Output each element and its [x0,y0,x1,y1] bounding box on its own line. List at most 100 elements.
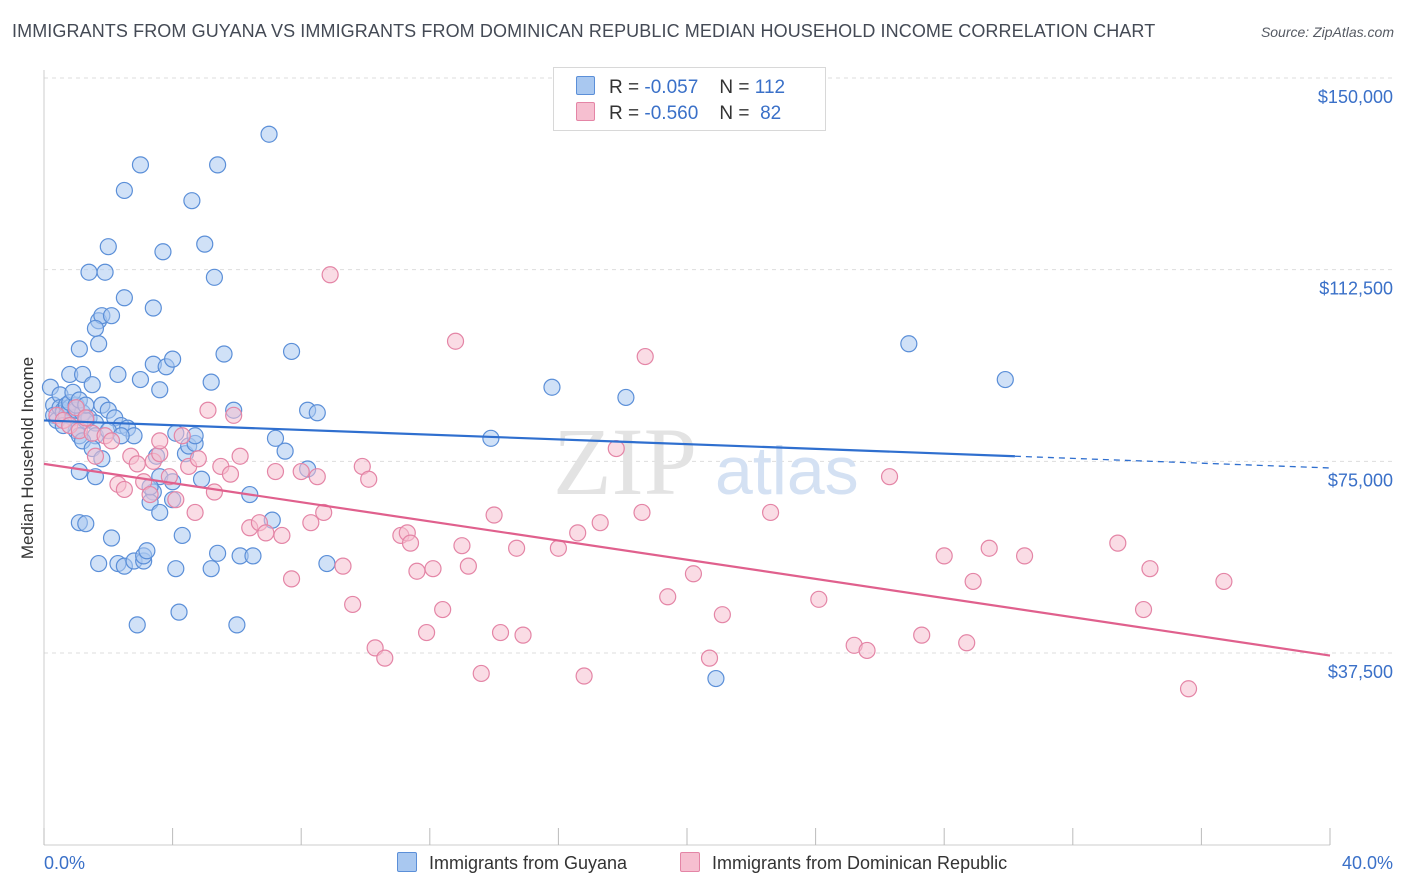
series-dominican-points [48,266,1233,698]
guyana-point [86,319,105,338]
legend-r-value: -0.560 [644,103,699,124]
guyana-point [276,442,294,460]
guyana-point [617,388,635,407]
guyana-point [131,156,150,174]
dominican-point [225,406,243,424]
dominican-point [636,347,654,366]
dominican-point [273,526,291,545]
guyana-point [99,238,117,256]
dominican-point [446,332,465,350]
dominican-point [102,432,121,450]
y-tick-label: $75,000 [1328,470,1393,490]
guyana-trend-extension [1014,455,1331,469]
dominican-point [633,503,651,522]
dominican-point [141,485,159,504]
guyana-point [151,503,169,522]
dominican-point [77,409,95,427]
dominican-point [408,562,426,580]
dominican-point [189,450,207,468]
legend-n-value: 82 [760,103,782,124]
guyana-point [154,243,172,261]
x-edge-label-right: 40.0% [1342,853,1393,873]
dominican-point [684,565,703,583]
guyana-point [308,404,326,422]
legend-n-label: N = [719,103,750,124]
dominican-point [151,432,169,450]
guyana-point [996,370,1014,389]
dominican-point [424,560,442,578]
dominican-point [186,503,204,522]
grid [44,77,1392,654]
dominican-point [491,623,510,642]
guyana-point [167,560,185,578]
dominican-point [713,606,731,624]
guyana-point [900,335,918,353]
dominican-point [1141,560,1159,578]
dominican-point [128,455,146,473]
guyana-point [90,335,108,353]
guyana-point [209,544,227,562]
dominican-point [160,468,178,486]
guyana-point [128,616,146,634]
dominican-point [514,626,532,644]
dominican-point [700,649,719,667]
guyana-point [183,192,201,210]
guyana-point [115,181,133,200]
y-tick-labels: $37,500 $75,000 $112,500 $150,000 [1318,87,1393,682]
guyana-point [196,235,214,253]
dominican-point [880,468,899,486]
guyana-point [173,526,191,545]
dominican-point [1015,547,1034,565]
guyana-point [260,125,278,143]
y-tick-label: $37,500 [1328,662,1393,682]
bottom-legend-dominican: Immigrants from Dominican Republic [680,852,1007,874]
guyana-point [138,542,156,560]
dominican-point [913,626,931,644]
guyana-point [96,263,114,281]
legend-swatch-pink [576,102,595,121]
dominican-point [935,547,953,565]
dominican-point [401,534,420,552]
guyana-point [482,429,500,447]
guyana-point [83,376,101,394]
dominican-point [958,634,976,652]
dominican-point [334,557,352,575]
dominican-point [266,462,285,481]
dominican-point [1109,534,1127,552]
guyana-point [707,669,725,688]
legend-row-dominican: R = -0.560 N = 82 [576,102,781,128]
x-edge-label-left: 0.0% [44,853,85,873]
legend-n-label: N = [719,77,750,98]
dominican-point [964,572,982,591]
dominican-point [221,465,240,483]
dominican-point [308,468,326,486]
guyana-point [102,307,121,325]
guyana-point [90,554,108,573]
watermark-zip: ZIP [553,408,697,515]
dominican-point [472,664,490,683]
guyana-point [102,529,121,547]
guyana-point [115,289,133,307]
dominican-point [549,539,568,557]
dominican-point [485,506,503,524]
dominican-point [659,588,677,606]
dominican-point [417,623,436,642]
dominican-point [315,503,333,522]
legend-r-label: R = [609,77,640,98]
dominican-point [167,491,185,509]
legend-swatch-blue [576,76,595,95]
dominican-point [115,480,133,499]
series-guyana-points [41,125,1014,688]
guyana-point [70,340,88,358]
dominican-point [858,641,876,660]
guyana-point [77,515,95,533]
dominican-point [1215,572,1233,591]
guyana-point [543,378,561,396]
dominican-point [434,600,452,619]
dominican-point [173,427,191,445]
y-tick-label: $150,000 [1318,87,1393,107]
bottom-legend-guyana: Immigrants from Guyana [397,852,627,874]
guyana-point [70,462,88,481]
guyana-point [80,263,98,281]
legend-swatch-pink [680,852,700,872]
